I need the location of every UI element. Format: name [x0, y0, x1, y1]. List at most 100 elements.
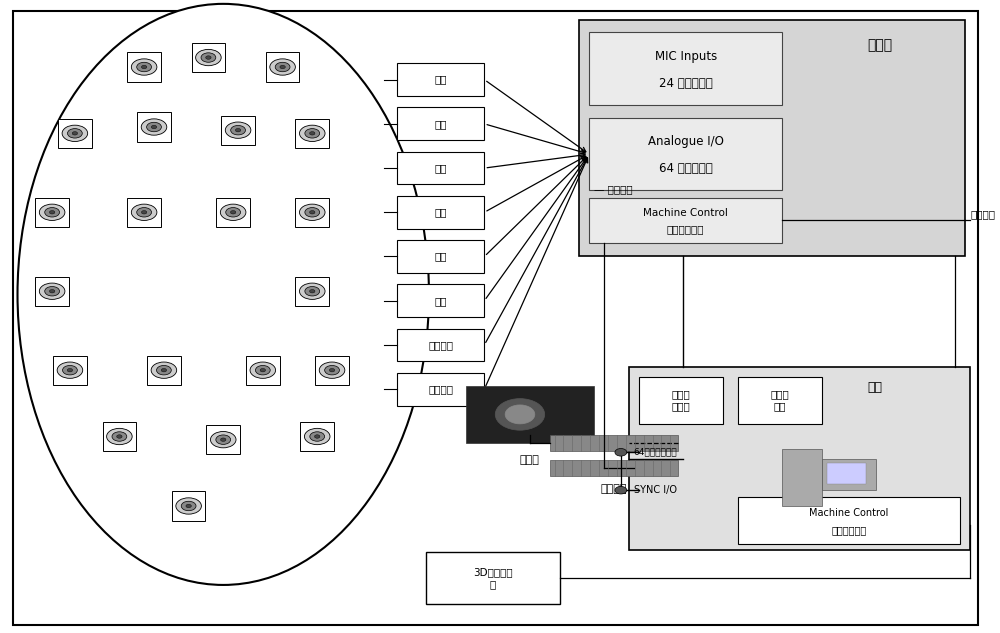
- Text: 投影机: 投影机: [520, 456, 540, 465]
- Circle shape: [310, 211, 315, 214]
- Circle shape: [305, 208, 320, 217]
- Text: 低音功放: 低音功放: [428, 340, 453, 350]
- Circle shape: [310, 132, 315, 135]
- Circle shape: [329, 368, 335, 372]
- Text: 功放: 功放: [435, 119, 447, 129]
- Circle shape: [151, 362, 177, 379]
- Circle shape: [39, 204, 65, 220]
- Bar: [300, 422, 334, 451]
- Bar: [246, 356, 280, 385]
- Circle shape: [131, 204, 157, 220]
- Circle shape: [310, 432, 325, 441]
- FancyBboxPatch shape: [738, 377, 822, 424]
- Circle shape: [63, 365, 77, 375]
- Circle shape: [49, 289, 55, 293]
- FancyBboxPatch shape: [639, 377, 723, 424]
- Text: 64通道音频接口: 64通道音频接口: [634, 448, 677, 457]
- Text: — 数字接口: — 数字接口: [594, 184, 633, 194]
- Text: Machine Control: Machine Control: [643, 208, 728, 218]
- Circle shape: [505, 405, 535, 424]
- Text: 功放: 功放: [435, 207, 447, 217]
- Circle shape: [161, 368, 167, 372]
- Circle shape: [112, 432, 127, 441]
- Circle shape: [141, 211, 147, 214]
- Text: 外部机器控制: 外部机器控制: [831, 525, 866, 536]
- Circle shape: [304, 429, 330, 444]
- Circle shape: [305, 128, 320, 138]
- Circle shape: [49, 211, 55, 214]
- Circle shape: [495, 399, 545, 430]
- Circle shape: [225, 122, 251, 139]
- Circle shape: [67, 128, 82, 138]
- Circle shape: [45, 208, 60, 217]
- Text: 功放: 功放: [435, 163, 447, 173]
- FancyBboxPatch shape: [550, 460, 678, 476]
- Circle shape: [137, 62, 152, 72]
- Text: 数字接口: 数字接口: [970, 209, 995, 219]
- FancyBboxPatch shape: [738, 496, 960, 544]
- Text: 64 路模拟输出: 64 路模拟输出: [659, 162, 713, 175]
- Circle shape: [107, 429, 132, 444]
- Bar: [295, 197, 329, 227]
- Text: Analogue I/O: Analogue I/O: [648, 135, 724, 148]
- Bar: [58, 119, 92, 148]
- Circle shape: [137, 208, 152, 217]
- Text: 功放: 功放: [435, 296, 447, 306]
- Circle shape: [315, 435, 320, 438]
- Text: SYNC I/O: SYNC I/O: [634, 485, 677, 495]
- FancyBboxPatch shape: [397, 63, 484, 96]
- Text: 功放: 功放: [435, 251, 447, 261]
- Bar: [172, 491, 205, 520]
- Circle shape: [156, 365, 171, 375]
- Circle shape: [615, 486, 627, 494]
- Circle shape: [72, 132, 78, 135]
- FancyBboxPatch shape: [397, 108, 484, 141]
- Text: 视频回
放接口: 视频回 放接口: [671, 389, 690, 411]
- Text: 外部机器控制: 外部机器控制: [667, 224, 704, 234]
- FancyBboxPatch shape: [827, 463, 866, 484]
- Bar: [35, 197, 69, 227]
- Circle shape: [325, 365, 339, 375]
- Circle shape: [151, 125, 157, 128]
- Bar: [103, 422, 136, 451]
- Circle shape: [201, 53, 216, 62]
- FancyBboxPatch shape: [397, 196, 484, 229]
- Bar: [35, 277, 69, 306]
- FancyBboxPatch shape: [782, 449, 822, 506]
- Bar: [192, 43, 225, 72]
- Text: 周边设备: 周边设备: [601, 484, 627, 494]
- Circle shape: [220, 204, 246, 220]
- Ellipse shape: [18, 4, 429, 585]
- Circle shape: [141, 119, 167, 135]
- Circle shape: [117, 435, 122, 438]
- Bar: [206, 425, 240, 454]
- Circle shape: [260, 368, 265, 372]
- FancyBboxPatch shape: [579, 20, 965, 256]
- Circle shape: [57, 362, 83, 379]
- Circle shape: [62, 125, 88, 142]
- Circle shape: [230, 211, 236, 214]
- Circle shape: [299, 283, 325, 299]
- Circle shape: [39, 283, 65, 299]
- Circle shape: [216, 435, 231, 444]
- FancyBboxPatch shape: [822, 459, 876, 490]
- Bar: [295, 119, 329, 148]
- Text: 音频工
作站: 音频工 作站: [770, 389, 789, 411]
- Circle shape: [147, 122, 161, 132]
- Bar: [221, 116, 255, 145]
- FancyBboxPatch shape: [466, 386, 594, 443]
- FancyBboxPatch shape: [589, 32, 782, 105]
- FancyBboxPatch shape: [397, 284, 484, 317]
- Bar: [147, 356, 181, 385]
- Text: 3D声像控制
器: 3D声像控制 器: [473, 567, 513, 589]
- Bar: [127, 53, 161, 82]
- Bar: [53, 356, 87, 385]
- FancyBboxPatch shape: [589, 118, 782, 190]
- Circle shape: [299, 125, 325, 142]
- Circle shape: [615, 449, 627, 456]
- Bar: [266, 53, 299, 82]
- Circle shape: [235, 128, 241, 132]
- Circle shape: [305, 287, 320, 296]
- Circle shape: [299, 204, 325, 220]
- Circle shape: [131, 59, 157, 75]
